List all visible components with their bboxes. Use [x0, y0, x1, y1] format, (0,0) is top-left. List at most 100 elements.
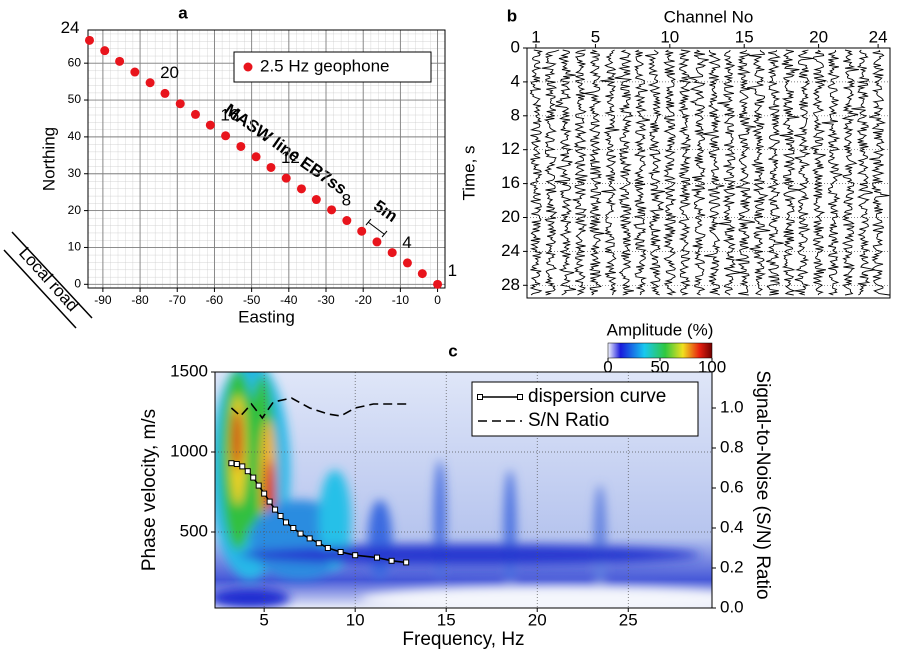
marker [403, 559, 410, 566]
panel-label: c [448, 341, 457, 360]
geophone [115, 56, 125, 66]
marker [337, 549, 344, 555]
marker [306, 535, 313, 542]
y2-tick-label: 0.4 [720, 517, 744, 536]
legend-label: S/N Ratio [528, 410, 609, 431]
y-tick-label: 500 [180, 521, 208, 540]
point-label: 1 [448, 261, 457, 280]
road [3, 231, 93, 329]
y-tick-label: 12 [501, 139, 520, 158]
marker [261, 490, 268, 497]
marker [255, 482, 262, 489]
trace [645, 49, 666, 296]
trace [747, 49, 771, 296]
geophone [236, 141, 246, 151]
x-tick-label: -30 [317, 293, 335, 307]
trace [851, 49, 875, 296]
y-axis-label: Northing [39, 127, 58, 191]
marker [272, 506, 279, 513]
legend-marker [243, 62, 253, 72]
x-tick-label: -40 [280, 293, 298, 307]
y-tick-label: 0 [511, 37, 520, 56]
y-tick-label: 40 [68, 129, 82, 143]
trace [633, 49, 650, 296]
y-tick-label: 16 [501, 173, 520, 192]
trace [678, 49, 692, 296]
marker [233, 461, 240, 467]
marker [352, 552, 359, 559]
trace [779, 49, 801, 296]
y-axis-label: Time, s [459, 145, 478, 200]
geophone [130, 67, 140, 77]
plot-frame [526, 47, 891, 299]
geophone [402, 258, 412, 268]
marker [266, 498, 273, 505]
marker [244, 468, 251, 475]
series-line [230, 397, 407, 420]
x-tick-label: -50 [243, 293, 261, 307]
y-tick-label: 50 [68, 92, 82, 106]
geophone [221, 131, 231, 141]
geophone [311, 195, 321, 205]
trace [735, 49, 756, 296]
marker [324, 545, 331, 551]
geophone [84, 35, 94, 45]
point-label: 20 [160, 63, 179, 82]
marker [315, 540, 322, 547]
x-tick-label: 10 [660, 27, 679, 46]
y2-tick-label: 0.0 [720, 597, 744, 616]
y-tick-label: 60 [68, 55, 82, 69]
trace [766, 49, 784, 296]
y-tick-label: 30 [68, 166, 82, 180]
y-tick-label: 28 [501, 275, 520, 294]
trace [717, 49, 742, 296]
y-tick-label: 8 [511, 105, 520, 124]
geophone [296, 184, 306, 194]
marker [283, 519, 289, 526]
geophone [160, 88, 170, 98]
x-tick-label: 25 [619, 610, 638, 629]
y2-tick-label: 0.8 [720, 437, 744, 456]
legend-label: dispersion curve [528, 386, 666, 407]
x-axis-label: Channel No [664, 7, 754, 26]
x-tick-label: -60 [206, 293, 224, 307]
trace [841, 49, 859, 296]
colorbar-tick-label: 50 [651, 357, 670, 376]
y-axis-label: Phase velocity, m/s [139, 409, 160, 571]
marker [250, 474, 257, 481]
geophone [342, 216, 352, 226]
marker [290, 525, 297, 531]
marker [388, 557, 395, 564]
trace [662, 49, 677, 296]
trace [554, 49, 577, 296]
geophone [190, 109, 200, 119]
geophone [372, 237, 382, 247]
geophone [205, 120, 215, 130]
panel-label: a [178, 3, 188, 22]
legend-label: 2.5 Hz geophone [260, 56, 390, 75]
x-tick-label: 5 [591, 27, 600, 46]
y2-tick-label: 0.2 [720, 557, 744, 576]
y-tick-label: 1000 [170, 441, 208, 460]
x-tick-label: -90 [94, 293, 112, 307]
trace [600, 49, 620, 296]
y2-tick-label: 1.0 [720, 397, 744, 416]
trace [688, 49, 709, 296]
x-axis-label: Frequency, Hz [402, 629, 524, 650]
marker [277, 513, 284, 519]
trace [529, 49, 544, 296]
geophone [281, 173, 291, 183]
geophone [100, 46, 110, 56]
y2-tick-label: 0.6 [720, 477, 744, 496]
x-tick-label: 20 [809, 27, 828, 46]
point-label: 8 [342, 190, 351, 209]
x-tick-label: -70 [169, 293, 187, 307]
annotation: Local road [15, 243, 82, 315]
geophone [175, 99, 185, 109]
marker [228, 460, 235, 467]
x-tick-label: 5 [259, 610, 268, 629]
geophone [357, 226, 367, 236]
legend-box [233, 51, 432, 83]
y2-axis-label: Signal-to-Noise (S/N) Ratio [752, 370, 773, 599]
scale-bracket [365, 218, 388, 238]
